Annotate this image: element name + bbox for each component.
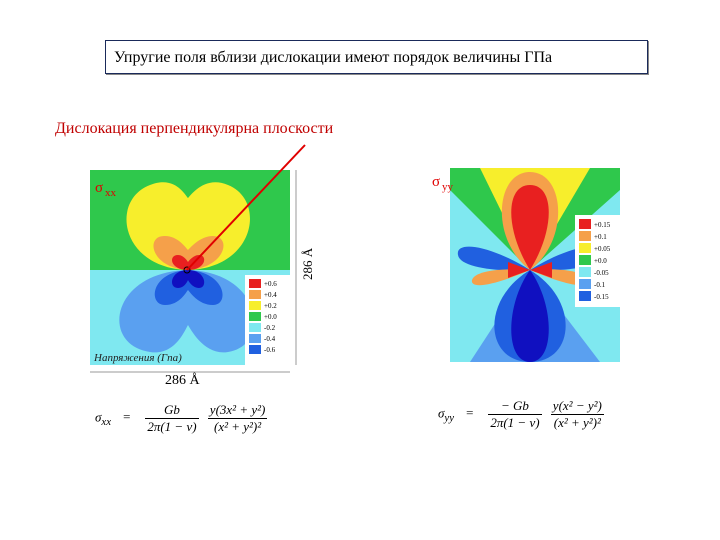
formula-subscript: yy (444, 412, 455, 425)
fraction-den: 2π(1 − ν) (147, 419, 197, 434)
legend-label: +0.4 (264, 291, 277, 299)
legend-label: +0.0 (264, 313, 277, 321)
title: Упругие поля вблизи дислокации имеют пор… (105, 40, 648, 74)
plot-symbol: σ (432, 174, 440, 190)
legend-label: -0.15 (594, 293, 609, 301)
equals: = (122, 409, 132, 425)
plot-subscript: yy (442, 181, 454, 193)
sigma-yy-map (450, 168, 620, 362)
equals: = (465, 405, 475, 421)
size-label: 286 Å (165, 372, 201, 388)
formula-symbol: σ (95, 409, 102, 425)
fraction-num: y(3x² + y²) (207, 402, 268, 419)
plot-subscript: xx (105, 187, 117, 199)
legend-label: -0.4 (264, 335, 276, 343)
legend-swatches (575, 215, 620, 307)
legend-label: +0.0 (594, 257, 607, 265)
formula-symbol: σ (438, 405, 445, 421)
fraction-num: − Gb (488, 398, 542, 415)
fraction-den: 2π(1 − ν) (490, 415, 540, 430)
legend-label: -0.05 (594, 269, 609, 277)
formula-subscript: xx (101, 416, 112, 429)
legend-label: +0.6 (264, 280, 277, 288)
legend-label: +0.05 (594, 245, 611, 253)
legend-label: +0.2 (264, 302, 277, 310)
legend-label: +0.15 (594, 221, 611, 229)
pointer-line (186, 144, 306, 271)
subtitle: Дислокация перпендикулярна плоскости (55, 120, 334, 137)
units-label: Напряжения (Гпа) (93, 352, 182, 364)
legend-label: -0.6 (264, 346, 276, 354)
fraction-num: Gb (145, 402, 199, 419)
legend-label: -0.1 (594, 281, 606, 289)
formula: σxx = Gb 2π(1 − ν) y(3x² + y²) (x² + y²)² (95, 402, 270, 435)
plot-symbol: σ (95, 180, 103, 196)
fraction-den: (x² + y²)² (213, 419, 262, 434)
fraction-num: y(x² − y²) (550, 398, 604, 415)
legend-label: +0.1 (594, 233, 607, 241)
legend-label: -0.2 (264, 324, 276, 332)
legend-swatches (245, 275, 290, 365)
height-label: 286 Å (300, 247, 315, 280)
formula: σyy = − Gb 2π(1 − ν) y(x² − y²) (x² + y²)² (438, 398, 607, 431)
fraction-den: (x² + y²)² (553, 415, 601, 430)
